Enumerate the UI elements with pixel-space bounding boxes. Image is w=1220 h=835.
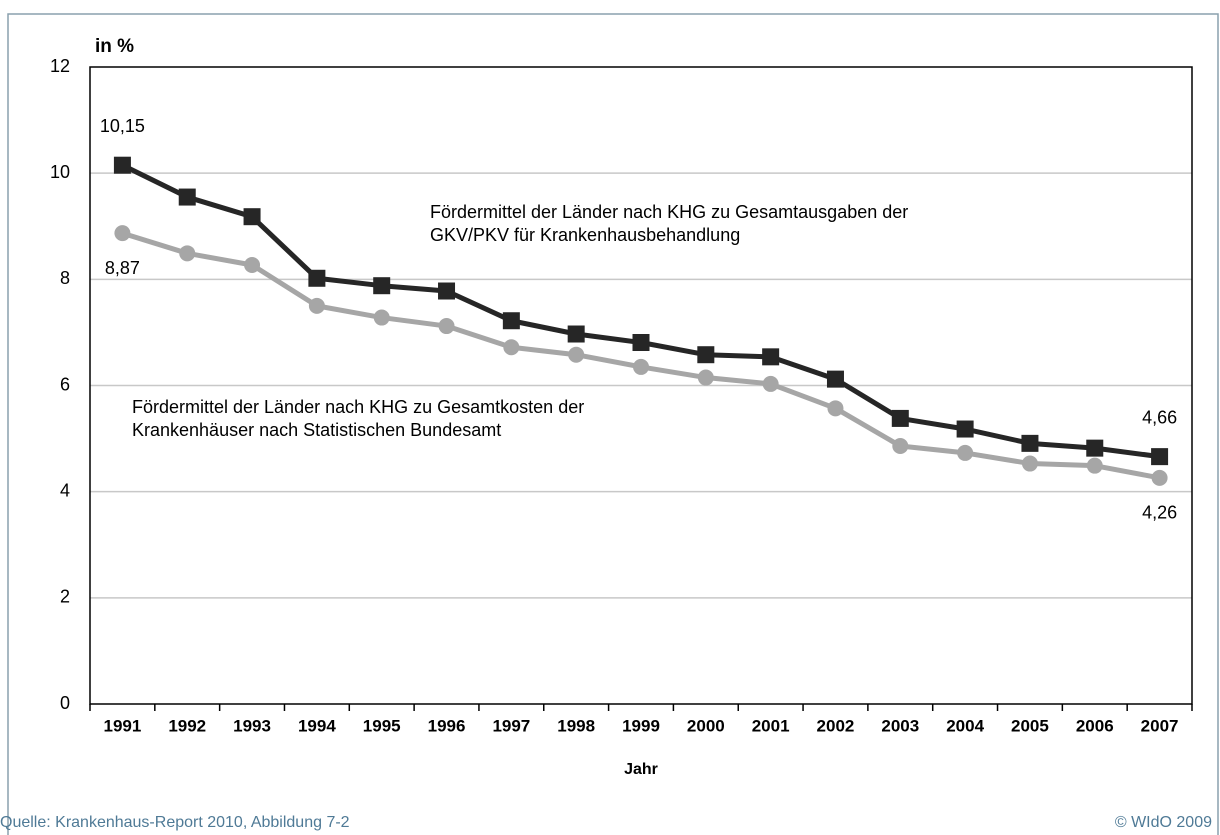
y-tick-label: 8 xyxy=(60,268,70,288)
marker xyxy=(762,375,779,392)
marker xyxy=(1086,457,1103,474)
marker xyxy=(1151,469,1168,486)
marker xyxy=(502,312,520,330)
x-axis-label: Jahr xyxy=(624,761,658,778)
x-tick-label: 2001 xyxy=(752,716,790,735)
x-tick-label: 2000 xyxy=(687,716,725,735)
y-tick-label: 6 xyxy=(60,374,70,394)
marker xyxy=(244,257,261,274)
marker xyxy=(892,438,909,455)
marker xyxy=(957,444,974,461)
marker xyxy=(1086,439,1104,457)
x-tick-label: 2006 xyxy=(1076,716,1114,735)
copyright: © WIdO 2009 xyxy=(1115,814,1212,831)
plot-area xyxy=(89,66,1193,705)
source: Quelle: Krankenhaus-Report 2010, Abbildu… xyxy=(0,814,350,831)
x-tick-label: 1995 xyxy=(363,716,401,735)
marker xyxy=(243,208,261,226)
marker xyxy=(827,400,844,417)
series-line xyxy=(121,230,1161,481)
marker xyxy=(438,318,455,335)
x-tick-label: 2002 xyxy=(817,716,855,735)
marker xyxy=(956,420,974,438)
data-label: 8,87 xyxy=(105,258,140,278)
y-tick-label: 12 xyxy=(50,56,70,76)
x-tick-label: 2007 xyxy=(1141,716,1179,735)
marker xyxy=(503,339,520,356)
x-tick-label: 1998 xyxy=(557,716,595,735)
marker xyxy=(891,409,909,427)
x-tick-label: 1997 xyxy=(492,716,530,735)
x-tick-label: 2005 xyxy=(1011,716,1049,735)
frame xyxy=(7,13,1219,835)
series-annotation: Fördermittel der Länder nach KHG zu Gesa… xyxy=(132,397,584,440)
data-label: 4,66 xyxy=(1142,407,1177,427)
marker xyxy=(567,325,585,343)
x-tick-label: 1996 xyxy=(428,716,466,735)
x-tick-label: 2004 xyxy=(946,716,984,735)
marker xyxy=(373,277,391,295)
y-tick-label: 0 xyxy=(60,693,70,713)
marker xyxy=(633,358,649,375)
y-tick-label: 4 xyxy=(60,480,70,500)
series-annotation: Fördermittel der Länder nach KHG zu Gesa… xyxy=(430,202,908,245)
marker xyxy=(697,346,715,364)
marker xyxy=(178,188,196,206)
marker xyxy=(114,225,131,242)
marker xyxy=(1151,448,1169,466)
marker xyxy=(438,282,456,300)
marker xyxy=(697,369,714,386)
marker xyxy=(308,269,326,287)
x-tick-label: 2003 xyxy=(881,716,919,735)
y-tick-label: 2 xyxy=(60,587,70,607)
x-tick-label: 1999 xyxy=(622,716,660,735)
y-tick-label: 10 xyxy=(50,162,70,182)
marker xyxy=(826,370,844,388)
marker xyxy=(308,297,325,314)
data-label: 4,26 xyxy=(1142,503,1177,523)
marker xyxy=(373,309,390,326)
x-tick-label: 1994 xyxy=(298,716,336,735)
marker xyxy=(632,334,650,352)
x-tick-label: 1991 xyxy=(103,716,141,735)
marker xyxy=(762,348,780,366)
marker xyxy=(1021,455,1038,472)
y-axis-label: in % xyxy=(95,36,134,57)
marker xyxy=(568,346,585,363)
marker xyxy=(179,245,196,262)
data-label: 10,15 xyxy=(100,116,145,136)
x-tick-label: 1993 xyxy=(233,716,271,735)
marker xyxy=(113,156,131,174)
marker xyxy=(1021,434,1039,452)
x-tick-label: 1992 xyxy=(168,716,206,735)
